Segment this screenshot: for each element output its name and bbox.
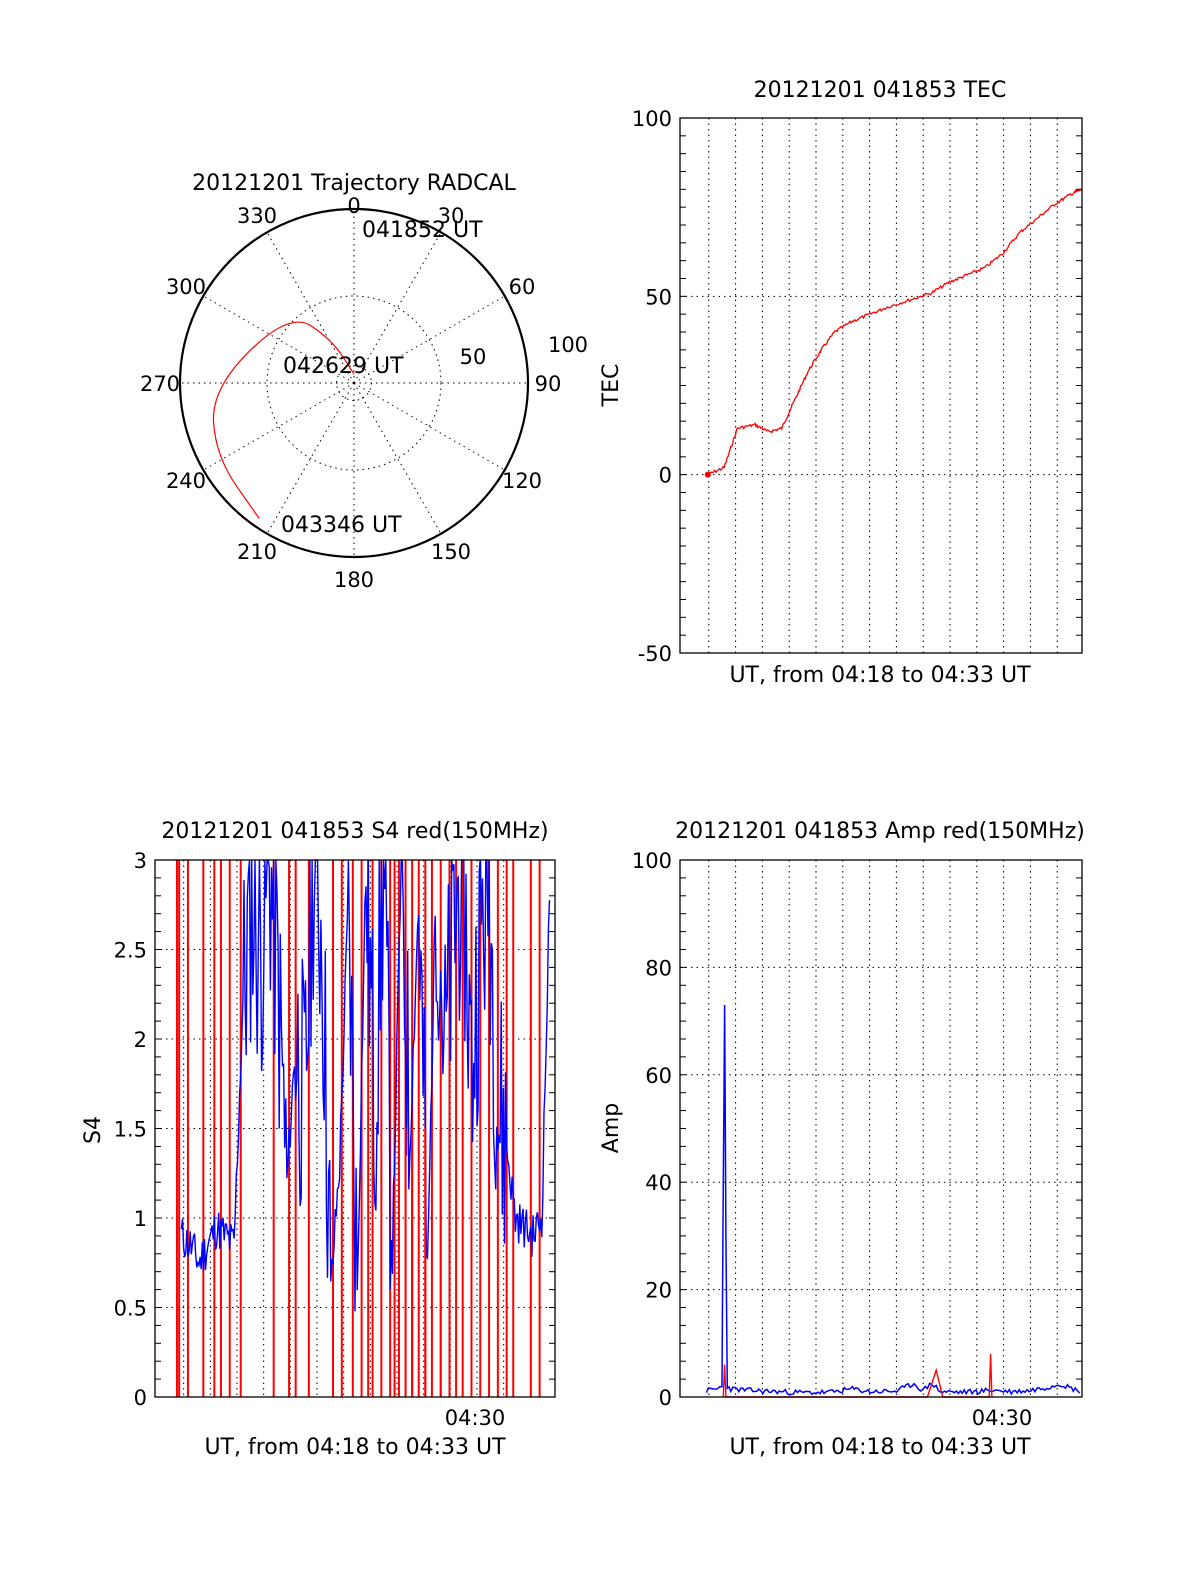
s4-series-group [175, 859, 551, 1397]
polar-radius-label-100: 100 [548, 333, 588, 357]
y-tick-label-1.5: 1.5 [114, 1118, 147, 1142]
polar-angle-label-300: 300 [166, 275, 206, 299]
tec-y-tick-labels: -50 0 50 100 [632, 107, 672, 666]
polar-angle-label-30: 30 [438, 204, 465, 228]
s4-title: 20121201 041853 S4 red(150MHz) [161, 819, 548, 844]
amp-title: 20121201 041853 Amp red(150MHz) [675, 819, 1085, 844]
polar-angle-label-330: 330 [237, 204, 277, 228]
polar-grid [180, 209, 528, 557]
polar-angle-label-0: 0 [347, 194, 360, 218]
y-tick-label-80: 80 [645, 956, 672, 980]
satellite-trajectory-line [212, 321, 355, 519]
y-tick-label-50: 50 [645, 285, 672, 309]
tec-plot-frame [679, 117, 1083, 654]
s4-y-tick-labels: 0 0.5 1 1.5 2 2.5 3 [114, 849, 147, 1410]
polar-spoke-210 [266, 382, 355, 534]
y-tick-label--50: -50 [638, 642, 672, 666]
amp-panel: 20121201 041853 Amp red(150MHz) 0 20 40 60 8… [599, 819, 1085, 1460]
polar-angle-label-240: 240 [166, 469, 206, 493]
trajectory-polar-panel: 20121201 Trajectory RADCAL 0 30 60 90 120 150… [140, 171, 588, 592]
polar-angle-label-60: 60 [509, 275, 536, 299]
polar-radius-labels: 50 100 [460, 333, 588, 369]
amp-y-tick-labels: 0 20 40 60 80 100 [632, 849, 672, 1410]
y-tick-label-3: 3 [134, 849, 147, 873]
amp-series-group [705, 1004, 1081, 1398]
polar-spoke-30 [353, 232, 442, 384]
polar-spoke-300 [203, 295, 355, 384]
trajectory-mid-time: 042629 UT [283, 354, 404, 379]
polar-outer-circle [178, 207, 530, 559]
amp-blue-line [705, 1004, 1081, 1396]
polar-spoke-60 [353, 295, 505, 384]
y-tick-label-2: 2 [134, 1028, 147, 1052]
polar-angle-labels: 0 30 60 90 120 150 180 210 240 270 300 330 [140, 194, 561, 592]
s4-x-tick-label: 04:30 [445, 1406, 506, 1430]
amp-red-line [722, 1353, 993, 1398]
y-tick-label-60: 60 [645, 1064, 672, 1088]
s4-blue-line [180, 859, 551, 1312]
y-tick-label-1: 1 [134, 1207, 147, 1231]
tec-title: 20121201 041853 TEC [754, 78, 1007, 103]
polar-spoke-150 [353, 382, 442, 534]
y-tick-label-0.5: 0.5 [114, 1297, 147, 1321]
polar-angle-label-210: 210 [237, 540, 277, 564]
y-tick-label-40: 40 [645, 1171, 672, 1195]
s4-panel: 20121201 041853 S4 red(150MHz) 0 0.5 1 1.5 2… [81, 819, 556, 1460]
y-tick-label-100: 100 [632, 849, 672, 873]
polar-angle-label-90: 90 [535, 372, 562, 396]
amp-y-axis-label: Amp [599, 1103, 624, 1153]
amp-x-tick-label: 04:30 [972, 1406, 1033, 1430]
s4-y-axis-label: S4 [81, 1116, 106, 1144]
y-tick-label-0: 0 [134, 1386, 147, 1410]
trajectory-end-time: 043346 UT [281, 513, 402, 538]
tec-y-axis-label: TEC [599, 364, 624, 408]
y-tick-label-0: 0 [659, 464, 672, 488]
tec-grid [680, 118, 1082, 653]
y-tick-label-100: 100 [632, 107, 672, 131]
polar-radius-label-50: 50 [460, 345, 487, 369]
s4-plot-frame [154, 859, 556, 1398]
y-tick-label-2.5: 2.5 [114, 939, 147, 963]
amp-x-axis-label: UT, from 04:18 to 04:33 UT [729, 1435, 1031, 1460]
polar-ring-50 [266, 295, 442, 471]
polar-ring-90 [336, 365, 372, 401]
polar-angle-label-270: 270 [140, 372, 180, 396]
polar-angle-label-120: 120 [502, 469, 542, 493]
y-tick-label-20: 20 [645, 1279, 672, 1303]
trajectory-start-time: 041852 UT [362, 218, 483, 243]
polar-spoke-330 [266, 232, 355, 384]
polar-spoke-240 [203, 382, 355, 471]
y-tick-label-0: 0 [659, 1386, 672, 1410]
tec-x-axis-label: UT, from 04:18 to 04:33 UT [729, 663, 1031, 688]
amp-plot-frame [679, 859, 1083, 1398]
amp-grid [680, 860, 1082, 1397]
s4-x-axis-label: UT, from 04:18 to 04:33 UT [204, 1435, 506, 1460]
polar-angle-label-150: 150 [431, 540, 471, 564]
tec-series-line [707, 187, 1083, 476]
tec-panel: 20121201 041853 TEC -50 0 50 100 TEC UT, fr… [599, 78, 1083, 688]
polar-spoke-120 [353, 382, 505, 471]
polar-angle-label-180: 180 [334, 568, 374, 592]
trajectory-title: 20121201 Trajectory RADCAL [192, 171, 516, 196]
